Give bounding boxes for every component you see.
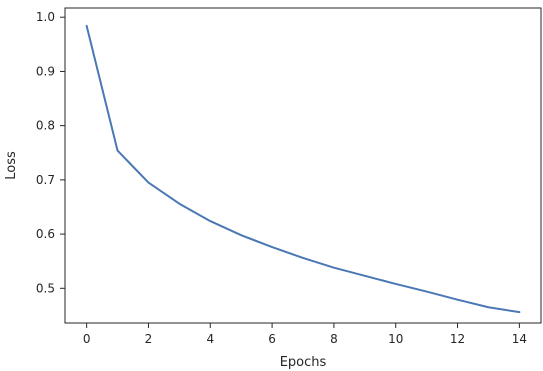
plot-layer: [85, 24, 521, 314]
y-tick-label-5: 0.9: [36, 64, 55, 78]
y-tick-label-3: 0.7: [36, 173, 55, 187]
y-tick-label-2: 0.6: [36, 227, 55, 241]
x-tick-label-2: 2: [145, 332, 153, 346]
x-tick-label-6: 10: [388, 332, 403, 346]
x-tick-label-8: 14: [512, 332, 527, 346]
y-tick-label-1: 0.5: [36, 281, 55, 295]
axes-layer: 0 2 4 6 8 10 12 14 0.5 0.6 0.7 0.8 0.9 1.0: [36, 7, 542, 346]
x-tick-label-4: 6: [268, 332, 276, 346]
x-tick-label-7: 12: [450, 332, 465, 346]
x-tick-label-1: 0: [83, 332, 91, 346]
x-tick-label-3: 4: [206, 332, 214, 346]
series-line-1: [85, 24, 521, 314]
y-tick-label-6: 1.0: [36, 10, 55, 24]
plot-frame: [64, 7, 542, 324]
y-tick-label-4: 0.8: [36, 119, 55, 133]
y-axis-title: Loss: [4, 151, 19, 180]
x-tick-label-5: 8: [330, 332, 338, 346]
x-axis-title: Epochs: [280, 355, 327, 370]
